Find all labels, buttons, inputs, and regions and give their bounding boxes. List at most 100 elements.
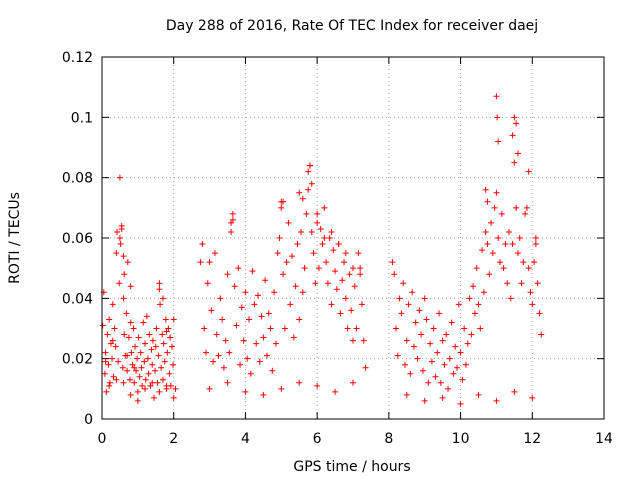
- data-point: [103, 388, 110, 395]
- data-point: [518, 280, 525, 287]
- data-point: [229, 216, 236, 223]
- data-point: [493, 93, 500, 100]
- data-point: [360, 337, 367, 344]
- data-point: [523, 204, 530, 211]
- data-point: [161, 358, 168, 365]
- data-point: [124, 259, 131, 266]
- data-point: [242, 289, 249, 296]
- data-point: [298, 228, 305, 235]
- data-point: [287, 301, 294, 308]
- data-point: [353, 325, 360, 332]
- data-point: [296, 379, 303, 386]
- data-point: [484, 241, 491, 248]
- data-point: [102, 358, 109, 365]
- data-point: [167, 334, 174, 341]
- data-point: [301, 265, 308, 272]
- data-point: [281, 325, 288, 332]
- data-point: [532, 235, 539, 241]
- data-point: [233, 322, 240, 329]
- data-point: [448, 319, 455, 326]
- data-point: [278, 385, 285, 392]
- data-point: [197, 259, 204, 266]
- data-point: [477, 325, 484, 332]
- data-point: [328, 228, 335, 235]
- data-point: [116, 280, 123, 287]
- data-point: [143, 313, 150, 320]
- data-point: [393, 325, 400, 332]
- data-point: [158, 364, 165, 371]
- data-point: [403, 391, 410, 398]
- data-point: [113, 250, 120, 257]
- data-point: [317, 225, 324, 232]
- data-point: [280, 271, 287, 278]
- data-point: [450, 370, 457, 377]
- data-point: [208, 307, 215, 314]
- data-point: [206, 385, 213, 392]
- data-point: [421, 397, 428, 404]
- data-point: [398, 310, 405, 317]
- data-point: [436, 310, 443, 317]
- data-point: [396, 295, 403, 302]
- data-point: [244, 355, 251, 362]
- data-point: [475, 391, 482, 398]
- data-point: [473, 265, 480, 272]
- data-point: [389, 259, 396, 266]
- data-point: [459, 376, 466, 383]
- data-point: [112, 343, 119, 350]
- data-point: [531, 259, 538, 266]
- data-point: [394, 352, 401, 359]
- data-point: [400, 280, 407, 287]
- data-point: [500, 265, 507, 272]
- data-point: [538, 331, 545, 338]
- data-point: [226, 349, 233, 356]
- data-point: [267, 325, 274, 332]
- data-point: [457, 349, 464, 356]
- data-point: [258, 313, 265, 320]
- y-axis-label: ROTI / TECUs: [7, 192, 23, 284]
- data-point: [294, 241, 301, 248]
- data-point: [520, 259, 527, 266]
- data-point: [224, 379, 231, 386]
- data-point: [135, 334, 142, 341]
- data-point: [410, 343, 417, 350]
- data-point: [201, 325, 208, 332]
- data-point: [263, 352, 270, 359]
- data-point: [123, 310, 130, 317]
- data-point: [357, 265, 364, 272]
- data-point: [414, 355, 421, 362]
- data-point: [464, 340, 471, 347]
- data-point: [206, 259, 213, 266]
- data-point: [475, 301, 482, 308]
- data-point: [283, 259, 290, 266]
- data-point: [152, 343, 159, 350]
- data-point: [127, 283, 134, 290]
- data-point: [470, 283, 477, 290]
- data-point: [457, 400, 464, 407]
- data-point: [156, 388, 163, 395]
- data-point: [321, 235, 328, 241]
- y-tick-label: 0.1: [71, 110, 93, 126]
- data-point: [134, 397, 141, 404]
- data-point: [525, 265, 532, 272]
- data-point: [116, 235, 123, 241]
- data-point: [321, 204, 328, 211]
- data-point: [482, 186, 489, 193]
- data-point: [238, 304, 245, 311]
- data-point: [289, 253, 296, 260]
- data-point: [350, 337, 356, 344]
- data-point: [162, 316, 169, 323]
- data-point: [156, 286, 163, 293]
- data-point: [308, 228, 315, 235]
- x-tick-label: 14: [595, 431, 613, 447]
- data-point: [357, 271, 364, 278]
- data-point: [150, 394, 157, 401]
- data-point: [425, 379, 432, 386]
- data-point: [418, 331, 425, 338]
- data-point: [342, 250, 349, 257]
- data-point: [170, 394, 177, 401]
- data-point: [159, 376, 166, 383]
- data-point: [308, 180, 315, 187]
- x-tick-label: 12: [523, 431, 541, 447]
- data-point: [348, 307, 355, 314]
- data-point: [246, 316, 253, 323]
